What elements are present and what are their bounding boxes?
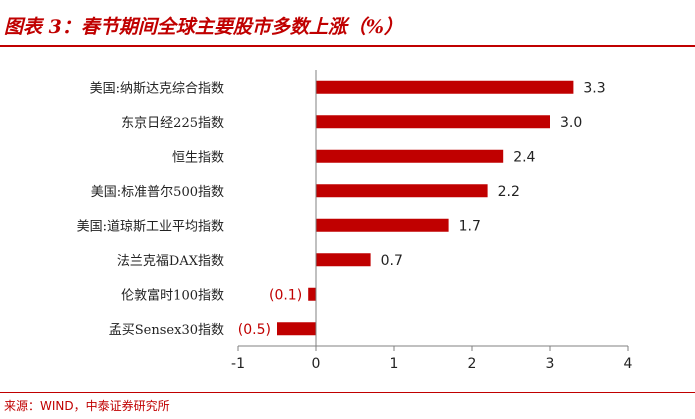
x-tick-label: -1 (231, 356, 245, 372)
bar (277, 322, 316, 336)
bar (316, 115, 550, 129)
bar (316, 80, 574, 94)
category-label: 孟买Sensex30指数 (109, 323, 224, 338)
category-label: 伦敦富时100指数 (121, 287, 224, 303)
x-tick-label: 0 (312, 356, 321, 372)
category-label: 法兰克福DAX指数 (117, 254, 224, 269)
data-label: 2.4 (513, 149, 535, 165)
data-label: (0.5) (238, 322, 271, 338)
category-label: 美国:纳斯达克综合指数 (90, 81, 224, 96)
bar (316, 149, 504, 163)
source-divider (0, 392, 695, 393)
data-label: 3.0 (560, 115, 582, 131)
chart-title: 图表 3：春节期间全球主要股市多数上涨（%） (4, 16, 403, 38)
data-label: 1.7 (459, 218, 481, 234)
x-tick-label: 1 (390, 356, 399, 372)
data-label: 3.3 (583, 80, 605, 96)
x-tick-label: 2 (468, 356, 477, 372)
bar (316, 253, 371, 267)
data-label: (0.1) (269, 287, 302, 303)
title-underline (0, 45, 695, 47)
category-label: 东京日经225指数 (121, 116, 224, 131)
category-label: 美国:道琼斯工业平均指数 (77, 219, 224, 234)
source-note: 来源：WIND，中泰证券研究所 (4, 399, 170, 413)
bar (316, 218, 449, 232)
category-label: 恒生指数 (172, 150, 224, 165)
x-tick-label: 4 (624, 356, 633, 372)
category-label: 美国:标准普尔500指数 (91, 185, 224, 200)
x-tick-label: 3 (546, 356, 555, 372)
data-label: 0.7 (381, 253, 403, 269)
data-label: 2.2 (498, 184, 520, 200)
bar (316, 184, 488, 198)
bar (308, 287, 316, 301)
